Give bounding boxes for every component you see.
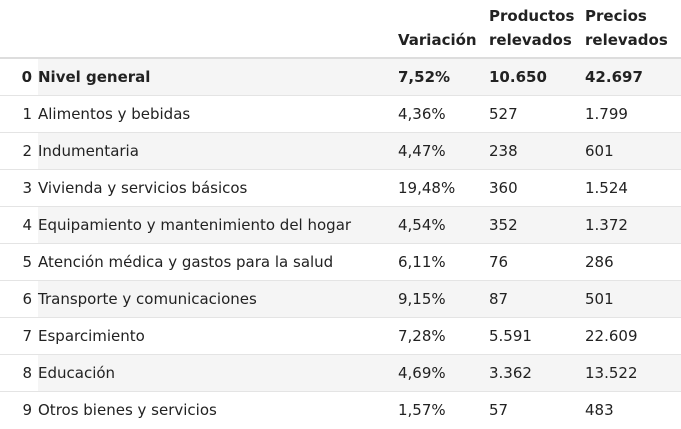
table-header: Variación Productos relevados Precios rele… (0, 0, 681, 58)
variacion-header: Variación (394, 0, 485, 58)
table-row: 3 Vivienda y servicios básicos 19,48% 36… (0, 168, 681, 206)
table-row: 6 Transporte y comunicaciones 9,15% 87 5… (0, 279, 681, 317)
precios-header-line2: relevados (585, 31, 668, 49)
row-variacion: 6,11% (394, 242, 485, 280)
productos-header-line1: Productos (489, 7, 575, 25)
row-productos: 76 (485, 242, 581, 280)
table-row: 8 Educación 4,69% 3.362 13.522 (0, 353, 681, 391)
row-category: Alimentos y bebidas (38, 94, 394, 132)
row-variacion: 19,48% (394, 168, 485, 206)
row-index: 9 (0, 390, 38, 428)
precios-header: Precios relevados (581, 0, 681, 58)
row-index: 6 (0, 279, 38, 317)
row-variacion: 7,28% (394, 316, 485, 354)
row-productos: 57 (485, 390, 581, 428)
index-header (0, 0, 38, 58)
row-index: 7 (0, 316, 38, 354)
row-variacion: 9,15% (394, 279, 485, 317)
row-index: 3 (0, 168, 38, 206)
row-precios: 286 (581, 242, 681, 280)
row-index: 1 (0, 94, 38, 132)
row-category: Transporte y comunicaciones (38, 279, 394, 317)
table-body: 0 Nivel general 7,52% 10.650 42.697 1 Al… (0, 57, 681, 428)
row-index: 2 (0, 131, 38, 169)
row-index: 0 (0, 57, 38, 95)
row-category: Equipamiento y mantenimiento del hogar (38, 205, 394, 243)
table-row: 9 Otros bienes y servicios 1,57% 57 483 (0, 390, 681, 428)
row-index: 8 (0, 353, 38, 391)
table-row: 4 Equipamiento y mantenimiento del hogar… (0, 205, 681, 243)
row-precios: 483 (581, 390, 681, 428)
row-index: 5 (0, 242, 38, 280)
row-category: Nivel general (38, 57, 394, 95)
table-row: 7 Esparcimiento 7,28% 5.591 22.609 (0, 316, 681, 354)
table-row: 2 Indumentaria 4,47% 238 601 (0, 131, 681, 169)
header-row: Variación Productos relevados Precios rele… (0, 0, 681, 58)
row-variacion: 4,69% (394, 353, 485, 391)
productos-header-line2: relevados (489, 31, 572, 49)
table-row: 5 Atención médica y gastos para la salud… (0, 242, 681, 280)
category-header (38, 0, 394, 58)
row-variacion: 1,57% (394, 390, 485, 428)
table-row: 1 Alimentos y bebidas 4,36% 527 1.799 (0, 94, 681, 132)
row-productos: 5.591 (485, 316, 581, 354)
row-precios: 601 (581, 131, 681, 169)
row-category: Atención médica y gastos para la salud (38, 242, 394, 280)
row-category: Indumentaria (38, 131, 394, 169)
row-productos: 352 (485, 205, 581, 243)
row-index: 4 (0, 205, 38, 243)
table-row: 0 Nivel general 7,52% 10.650 42.697 (0, 57, 681, 95)
row-precios: 1.372 (581, 205, 681, 243)
row-category: Educación (38, 353, 394, 391)
row-precios: 501 (581, 279, 681, 317)
row-productos: 238 (485, 131, 581, 169)
row-variacion: 7,52% (394, 57, 485, 95)
precios-header-line1: Precios (585, 7, 647, 25)
productos-header: Productos relevados (485, 0, 581, 58)
row-productos: 3.362 (485, 353, 581, 391)
row-category: Esparcimiento (38, 316, 394, 354)
row-precios: 13.522 (581, 353, 681, 391)
row-productos: 360 (485, 168, 581, 206)
row-productos: 527 (485, 94, 581, 132)
row-precios: 22.609 (581, 316, 681, 354)
row-variacion: 4,47% (394, 131, 485, 169)
row-precios: 42.697 (581, 57, 681, 95)
variacion-header-label: Variación (398, 31, 477, 49)
row-category: Otros bienes y servicios (38, 390, 394, 428)
row-productos: 87 (485, 279, 581, 317)
row-precios: 1.524 (581, 168, 681, 206)
row-category: Vivienda y servicios básicos (38, 168, 394, 206)
row-variacion: 4,54% (394, 205, 485, 243)
row-variacion: 4,36% (394, 94, 485, 132)
row-precios: 1.799 (581, 94, 681, 132)
row-productos: 10.650 (485, 57, 581, 95)
